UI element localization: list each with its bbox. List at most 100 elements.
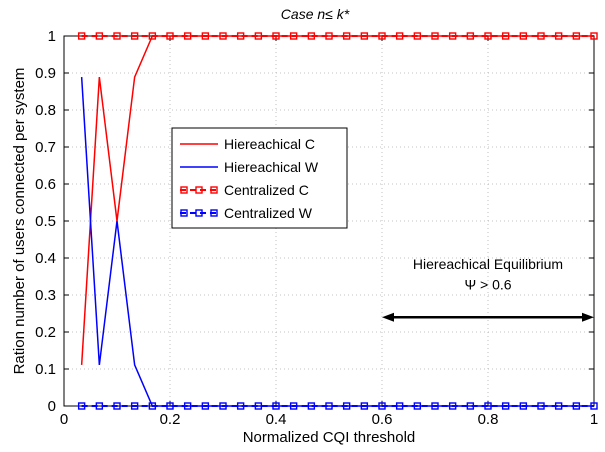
data-point [130,32,139,40]
data-point [554,402,563,410]
data-point [360,32,369,40]
data-point [395,402,404,410]
legend-marker [195,186,203,194]
data-point [166,402,174,410]
y-tick-label: 0.6 [35,176,56,193]
series-line-hiereachical-c [80,35,594,365]
data-point [448,402,457,410]
data-point [183,32,192,40]
y-tick-label: 1 [48,28,56,45]
series-line-hiereachical-w [80,77,594,407]
x-tick-label: 0.4 [266,411,287,428]
data-point [378,32,386,40]
data-point [342,402,351,410]
annotation-double-arrow [382,312,594,322]
chart-title: Case n≤ k* [281,6,350,22]
data-point [484,402,492,410]
y-tick-label: 0.2 [35,324,56,341]
data-point [113,32,121,40]
data-point [148,32,157,40]
data-point [307,32,316,40]
legend-item-centralized-w: Centralized W [180,205,313,221]
y-axis-label: Ration number of users connected per sys… [11,68,28,375]
data-point [519,402,528,410]
data-point [201,402,210,410]
data-point [572,32,581,40]
legend-marker [180,186,188,194]
data-point [219,32,227,40]
legend-label: Hiereachical W [224,159,319,175]
y-tick-label: 0.3 [35,287,56,304]
legend-label: Centralized W [224,205,313,221]
data-point [183,402,192,410]
annotation-text: Ψ > 0.6 [464,276,511,292]
data-point [448,32,457,40]
y-tick-label: 0.7 [35,139,56,156]
data-point [537,402,545,410]
legend-item-centralized-c: Centralized C [180,182,309,198]
data-point [148,402,157,410]
legend-item-hiereachical-w: Hiereachical W [180,159,319,175]
series-hiereachical-w [80,77,594,407]
y-tick-label: 0.5 [35,213,56,230]
series-hiereachical-c [80,35,594,365]
data-point [272,32,280,40]
data-point [431,402,439,410]
x-tick-label: 1 [590,411,598,428]
legend-label: Hiereachical C [224,136,315,152]
data-point [95,32,104,40]
legend: Hiereachical C Hiereachical W Centralized … [171,127,348,229]
data-point [342,32,351,40]
data-point [466,402,475,410]
series [77,32,598,410]
legend-item-hiereachical-c: Hiereachical C [180,136,315,152]
data-point [590,402,598,410]
data-point [166,32,174,40]
data-point [325,32,333,40]
y-tick-label: 0.4 [35,250,56,267]
data-point [325,402,333,410]
series-centralized-c [77,32,598,40]
annotation-text: Hiereachical Equilibrium [413,256,563,272]
legend-marker [180,209,188,217]
grid [64,36,594,406]
legend-marker [195,209,203,217]
annotations: Hiereachical Equilibrium Ψ > 0.6 [382,256,594,322]
data-point [77,32,86,40]
data-point [307,402,316,410]
data-point [77,402,86,410]
data-point [289,402,298,410]
data-point [413,402,422,410]
x-tick-label: 0.6 [372,411,393,428]
data-point [519,32,528,40]
data-point [501,32,510,40]
y-tick-label: 0.1 [35,361,56,378]
data-point [484,32,492,40]
data-point [590,32,598,40]
data-point [272,402,280,410]
x-axis-label: Normalized CQI threshold [243,429,416,446]
arrow-head-left [382,312,394,322]
data-point [537,32,545,40]
data-point [113,402,121,410]
data-point [254,32,263,40]
y-tick-label: 0 [48,398,56,415]
x-tick-label: 0.2 [160,411,181,428]
data-point [466,32,475,40]
axis-ticks: 0 0.2 0.4 0.6 0.8 1 0 0.1 0.2 0.3 0.4 0.5 0.6 0.7 0.8 0… [35,28,598,428]
x-tick-label: 0.8 [478,411,499,428]
data-point [360,402,369,410]
x-tick-label: 0 [60,411,68,428]
data-point [413,32,422,40]
legend-marker [210,186,218,194]
data-point [378,402,386,410]
y-tick-label: 0.8 [35,102,56,119]
arrow-head-right [582,312,594,322]
data-point [236,32,245,40]
legend-label: Centralized C [224,182,309,198]
y-tick-label: 0.9 [35,65,56,82]
data-point [289,32,298,40]
data-point [130,402,139,410]
series-centralized-w [77,402,598,410]
